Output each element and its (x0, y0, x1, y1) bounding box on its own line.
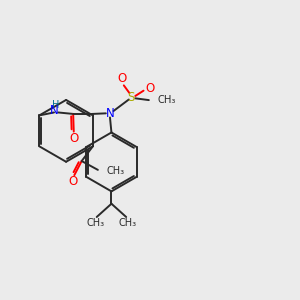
Text: CH₃: CH₃ (118, 218, 137, 229)
Text: O: O (69, 132, 78, 145)
Text: O: O (118, 72, 127, 86)
Text: CH₃: CH₃ (106, 166, 124, 176)
Text: N: N (106, 107, 114, 120)
Text: S: S (128, 91, 135, 103)
Text: N: N (50, 104, 58, 118)
Text: O: O (68, 175, 78, 188)
Text: CH₃: CH₃ (157, 95, 176, 105)
Text: H: H (52, 100, 59, 110)
Text: CH₃: CH₃ (86, 218, 104, 229)
Text: O: O (146, 82, 154, 95)
